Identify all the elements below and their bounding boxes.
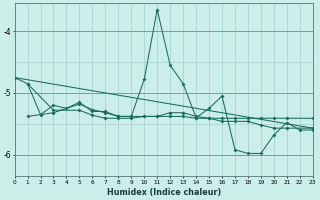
X-axis label: Humidex (Indice chaleur): Humidex (Indice chaleur) — [107, 188, 221, 197]
